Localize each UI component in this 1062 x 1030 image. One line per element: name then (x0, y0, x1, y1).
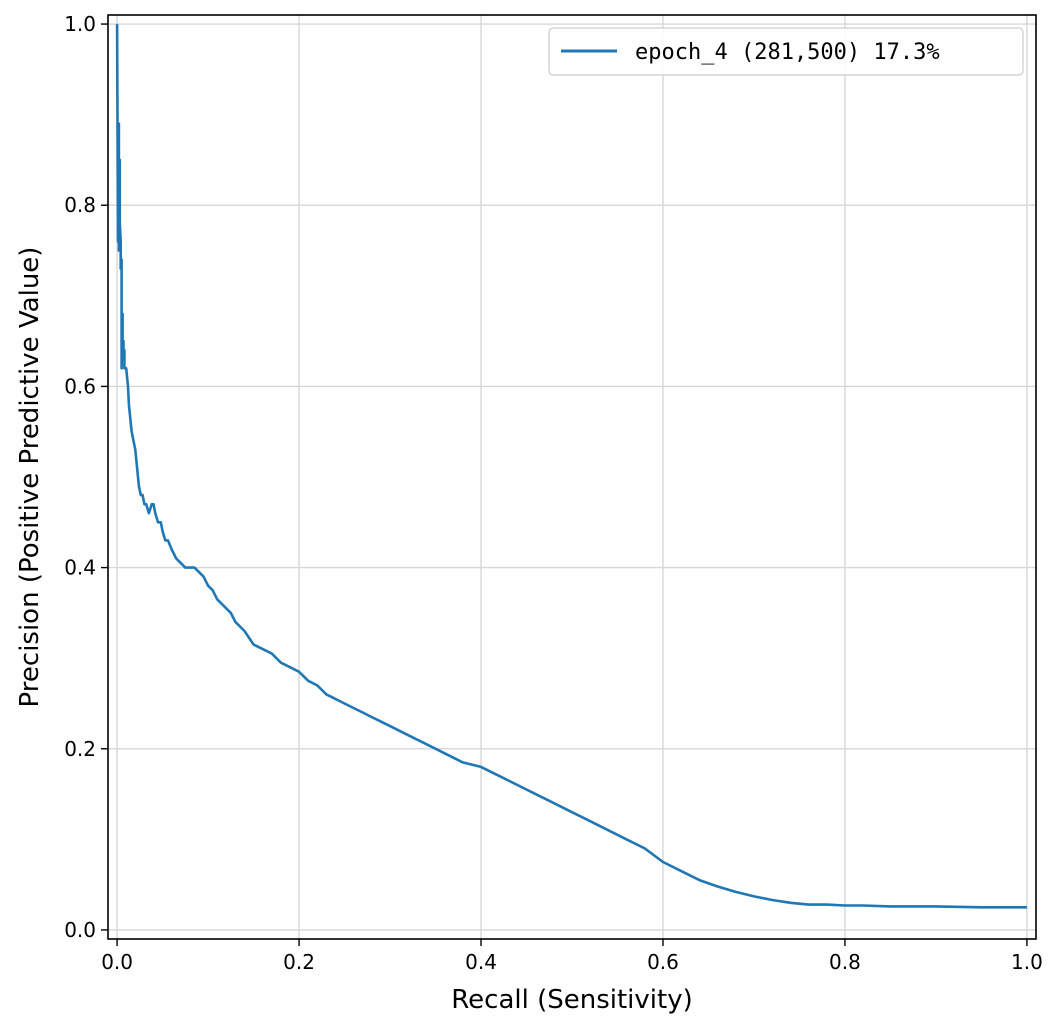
y-axis-ticks: 0.0 0.2 0.4 0.6 0.8 1.0 (64, 12, 108, 942)
series-layer (115, 24, 1027, 909)
x-tick-label: 0.4 (465, 950, 497, 974)
x-tick-label: 0.2 (283, 950, 315, 974)
plot-frame (107, 14, 1037, 940)
x-tick-label: 1.0 (1011, 950, 1043, 974)
legend-entry-label: epoch_4 (281,500) 17.3% (635, 40, 940, 65)
y-tick-label: 0.4 (64, 556, 96, 580)
y-tick-label: 0.6 (64, 374, 96, 398)
y-tick-label: 0.0 (64, 918, 96, 942)
y-axis-label: Precision (Positive Predictive Value) (15, 247, 45, 708)
legend: epoch_4 (281,500) 17.3% (548, 27, 1024, 76)
x-axis-label: Recall (Sensitivity) (451, 985, 692, 1015)
y-tick-label: 1.0 (64, 12, 96, 36)
legend-box (548, 27, 1024, 76)
series-line (115, 24, 1027, 909)
y-tick-label: 0.2 (64, 737, 96, 761)
y-tick-label: 0.8 (64, 193, 96, 217)
x-axis-ticks: 0.0 0.2 0.4 0.6 0.8 1.0 (101, 939, 1043, 974)
grid-lines (108, 15, 1036, 939)
x-tick-label: 0.8 (829, 950, 861, 974)
x-tick-label: 0.0 (101, 950, 133, 974)
x-tick-label: 0.6 (647, 950, 679, 974)
